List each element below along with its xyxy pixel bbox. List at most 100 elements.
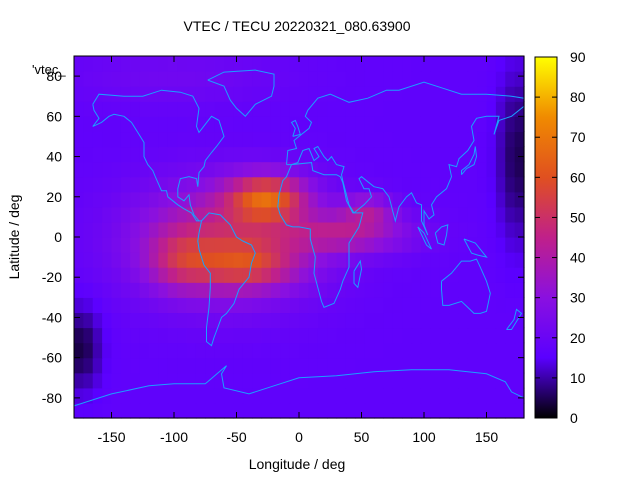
heatmap-cell <box>214 56 225 72</box>
heatmap-cell <box>120 387 131 404</box>
heatmap-cell <box>158 116 169 133</box>
heatmap-cell <box>449 116 459 133</box>
heatmap-cell <box>430 86 441 102</box>
heatmap-cell <box>261 86 272 102</box>
heatmap-cell <box>374 176 384 193</box>
heatmap-cell <box>327 267 338 283</box>
heatmap-cell <box>139 312 150 329</box>
heatmap-cell <box>505 372 516 389</box>
heatmap-cell <box>242 221 253 238</box>
heatmap-cell <box>477 131 488 148</box>
heatmap-cell <box>186 387 197 404</box>
heatmap-cell <box>167 387 178 404</box>
heatmap-cell <box>83 267 94 283</box>
heatmap-cell <box>495 357 506 374</box>
heatmap-cell <box>355 71 366 87</box>
heatmap-cell <box>514 176 525 193</box>
heatmap-cell <box>299 267 309 283</box>
heatmap-cell <box>130 221 141 238</box>
heatmap-cell <box>158 342 169 359</box>
heatmap-cell <box>364 161 375 178</box>
heatmap-cell <box>139 357 150 374</box>
heatmap-cell <box>467 206 478 223</box>
heatmap-cell <box>392 252 403 268</box>
heatmap-cell <box>420 161 431 178</box>
heatmap-cell <box>449 237 459 253</box>
heatmap-cell <box>383 267 394 283</box>
heatmap-cell <box>242 131 253 148</box>
coastline-borneo <box>434 224 449 246</box>
heatmap-cell <box>252 297 263 314</box>
heatmap-cell <box>92 56 103 72</box>
heatmap-cell <box>514 297 525 314</box>
heatmap-cell <box>439 206 450 223</box>
heatmap-cell <box>345 221 356 238</box>
x-tick-label: 50 <box>354 429 370 445</box>
heatmap-cell <box>280 131 291 148</box>
heatmap-cell <box>392 56 403 72</box>
heatmap-cell <box>261 297 272 314</box>
coastline-new-guinea <box>463 238 488 258</box>
heatmap-cell <box>214 372 225 389</box>
heatmap-cell <box>111 372 122 389</box>
heatmap-cell <box>139 131 150 148</box>
heatmap-cell <box>120 191 131 208</box>
heatmap-cell <box>299 312 309 329</box>
heatmap-cell <box>270 131 281 148</box>
heatmap-cell <box>158 161 169 178</box>
heatmap-cell <box>111 71 122 87</box>
heatmap-cell <box>364 312 375 329</box>
heatmap-cell <box>102 206 113 223</box>
heatmap-cell <box>449 221 459 238</box>
heatmap-cell <box>224 282 234 298</box>
heatmap-cell <box>402 402 413 419</box>
heatmap-cell <box>374 237 384 253</box>
heatmap-cell <box>167 372 178 389</box>
heatmap-cell <box>74 282 84 298</box>
heatmap-cell <box>317 161 328 178</box>
heatmap-cell <box>505 402 516 419</box>
heatmap-cell <box>514 342 525 359</box>
heatmap-cell <box>233 267 244 283</box>
heatmap-cell <box>317 312 328 329</box>
heatmap-cell <box>317 86 328 102</box>
heatmap-cell <box>195 252 206 268</box>
heatmap-cell <box>130 267 141 283</box>
heatmap-cell <box>495 161 506 178</box>
heatmap-cell <box>224 342 234 359</box>
heatmap-cell <box>411 327 422 344</box>
heatmap-cell <box>130 71 141 87</box>
heatmap-cell <box>252 86 263 102</box>
heatmap-cell <box>308 176 319 193</box>
heatmap-cell <box>420 146 431 163</box>
heatmap-cell <box>467 387 478 404</box>
heatmap-cell <box>374 116 384 133</box>
heatmap-cell <box>261 312 272 329</box>
heatmap-cell <box>392 191 403 208</box>
heatmap-cell <box>233 342 244 359</box>
heatmap-cell <box>402 56 413 72</box>
heatmap-cell <box>139 56 150 72</box>
heatmap-cell <box>495 402 506 419</box>
heatmap-cell <box>289 357 300 374</box>
heatmap-cell <box>74 56 84 72</box>
heatmap-cell <box>233 221 244 238</box>
heatmap-cell <box>289 56 300 72</box>
heatmap-cell <box>195 116 206 133</box>
heatmap-cell <box>420 131 431 148</box>
heatmap-cell <box>233 56 244 72</box>
heatmap-cell <box>149 282 159 298</box>
heatmap-cell <box>439 282 450 298</box>
heatmap-cell <box>74 146 84 163</box>
heatmap-cell <box>186 252 197 268</box>
heatmap-cell <box>130 387 141 404</box>
heatmap-cell <box>195 206 206 223</box>
heatmap-cell <box>355 387 366 404</box>
heatmap-cell <box>242 206 253 223</box>
heatmap-cell <box>280 206 291 223</box>
heatmap-cell <box>261 146 272 163</box>
heatmap-cell <box>205 191 216 208</box>
heatmap-cell <box>167 86 178 102</box>
y-tick-label: 20 <box>46 189 62 205</box>
heatmap-cell <box>336 372 347 389</box>
